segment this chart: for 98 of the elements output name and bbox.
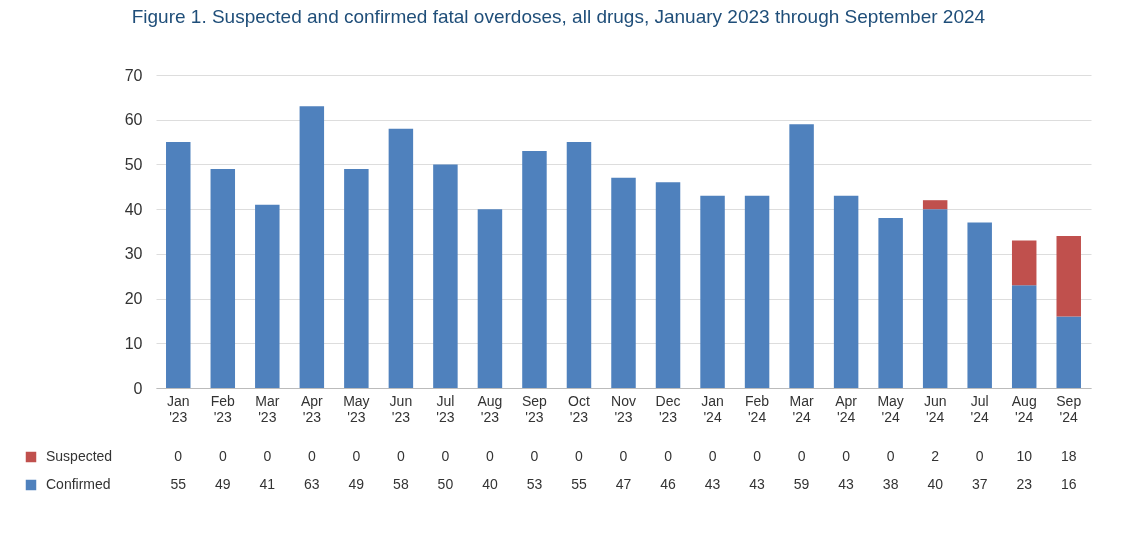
data-label: 0 — [975, 448, 984, 464]
data-label: 0 — [797, 448, 806, 464]
bar — [700, 195, 725, 388]
data-label: 0 — [352, 448, 361, 464]
data-label: 0 — [886, 448, 895, 464]
bar — [566, 142, 592, 388]
bar — [433, 164, 458, 388]
x-tick-label: Nov '23 — [611, 392, 636, 425]
x-tick-label: May '24 — [877, 392, 904, 425]
data-label: 0 — [575, 448, 584, 464]
data-label: 0 — [218, 448, 227, 464]
data-label: 37 — [971, 476, 988, 492]
x-tick-label: Sep '23 — [521, 392, 548, 425]
x-tick-label: Apr '24 — [835, 392, 858, 425]
data-label: 63 — [304, 476, 320, 492]
y-tick-label: 20 — [124, 290, 143, 308]
chart-title: Figure 1. Suspected and confirmed fatal overdoses, all drugs, January 2023 through September 2024 — [131, 6, 986, 27]
data-label: 43 — [749, 476, 766, 492]
bar — [922, 200, 948, 210]
data-label: 0 — [486, 448, 495, 464]
data-label: 49 — [215, 476, 231, 492]
data-label: 2 — [931, 448, 940, 464]
data-label: 23 — [1016, 476, 1033, 492]
data-label: 40 — [927, 476, 944, 492]
bar — [166, 142, 191, 388]
data-label: 58 — [393, 476, 409, 492]
bar — [744, 195, 770, 388]
x-tick-label: Sep '24 — [1056, 392, 1082, 425]
bar — [477, 209, 503, 388]
data-label: 0 — [441, 448, 450, 464]
y-tick-label: 50 — [124, 155, 143, 173]
bar — [299, 106, 325, 388]
y-tick-label: 0 — [133, 379, 143, 397]
data-label: 43 — [704, 476, 721, 492]
bar — [388, 128, 414, 388]
y-tick-label: 10 — [124, 334, 143, 352]
bar — [210, 168, 236, 388]
data-label: 41 — [259, 476, 276, 492]
bar — [344, 168, 369, 388]
bar — [878, 218, 903, 388]
data-label: 0 — [530, 448, 539, 464]
data-label: 55 — [571, 476, 587, 492]
bar — [1056, 316, 1081, 388]
data-label: 49 — [348, 476, 365, 492]
data-label: 0 — [664, 448, 673, 464]
bar — [611, 177, 636, 388]
bar — [967, 222, 992, 388]
data-label: 0 — [174, 448, 183, 464]
data-label: 0 — [753, 448, 762, 464]
x-tick-label: Jul '24 — [970, 392, 990, 425]
bar — [789, 124, 814, 388]
data-label: 16 — [1060, 476, 1077, 492]
bar — [1056, 235, 1081, 317]
legend-label: Confirmed — [46, 476, 111, 492]
x-tick-label: Feb '23 — [210, 392, 236, 425]
data-label: 43 — [838, 476, 855, 492]
x-tick-label: May '23 — [343, 392, 370, 425]
bar — [522, 151, 547, 388]
x-tick-label: Aug '23 — [477, 392, 503, 425]
bar — [655, 182, 681, 388]
data-label: 59 — [793, 476, 810, 492]
x-tick-label: Jul '23 — [436, 392, 455, 425]
data-label: 0 — [708, 448, 717, 464]
data-label: 40 — [482, 476, 498, 492]
data-label: 0 — [307, 448, 316, 464]
data-label: 50 — [437, 476, 454, 492]
y-tick-label: 30 — [124, 245, 143, 263]
bar — [922, 209, 948, 388]
x-tick-label: Mar '23 — [255, 392, 280, 425]
data-label: 18 — [1060, 448, 1077, 464]
x-tick-label: Jun '23 — [389, 392, 413, 425]
x-tick-label: Aug '24 — [1011, 392, 1037, 425]
data-label: 0 — [619, 448, 628, 464]
y-tick-label: 60 — [124, 111, 143, 129]
data-label: 0 — [263, 448, 272, 464]
bar — [255, 204, 280, 388]
x-tick-label: Jan '23 — [166, 392, 190, 425]
y-tick-label: 70 — [124, 66, 143, 84]
data-label: 46 — [660, 476, 677, 492]
x-tick-label: Jun '24 — [923, 392, 947, 425]
x-tick-label: Oct '23 — [568, 392, 590, 425]
x-tick-label: Jan '24 — [701, 392, 724, 425]
x-tick-label: Mar '24 — [789, 392, 814, 425]
bar — [1011, 240, 1037, 286]
data-label: 0 — [842, 448, 851, 464]
x-tick-label: Dec '23 — [655, 392, 681, 425]
data-label: 10 — [1016, 448, 1033, 464]
legend-label: Suspected — [46, 448, 113, 464]
data-label: 55 — [170, 476, 187, 492]
y-tick-label: 40 — [124, 200, 143, 218]
x-tick-label: Feb '24 — [745, 392, 770, 425]
bar — [833, 195, 859, 388]
x-tick-label: Apr '23 — [300, 392, 324, 425]
data-label: 0 — [396, 448, 405, 464]
data-label: 47 — [615, 476, 632, 492]
bar — [1011, 285, 1037, 388]
data-label: 53 — [526, 476, 543, 492]
data-label: 38 — [882, 476, 899, 492]
